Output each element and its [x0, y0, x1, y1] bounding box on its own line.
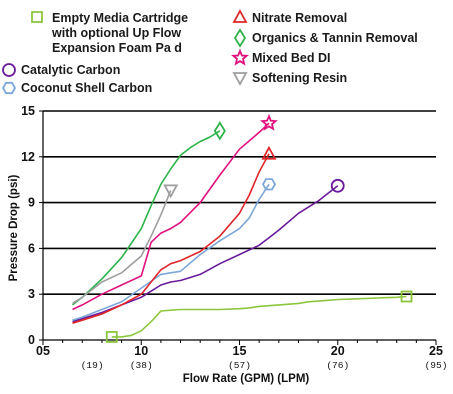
legend-item: Catalytic Carbon — [2, 63, 120, 77]
legend-item: Organics & Tannin Removal — [233, 28, 418, 48]
x-tick-label: 20 — [331, 344, 345, 358]
x-tick-label: 05 — [36, 344, 50, 358]
legend-label: Catalytic Carbon — [21, 63, 120, 77]
series-lines — [72, 122, 407, 338]
legend-item: Coconut Shell Carbon — [1, 81, 152, 95]
legend-marker-square — [31, 11, 43, 23]
series-start-marker-square — [105, 331, 118, 343]
y-tick-label: 3 — [28, 287, 35, 301]
x-tick-label: 10 — [134, 344, 148, 358]
legend-marker-circle — [2, 63, 16, 77]
x-tick-sublabel: (19) — [81, 360, 104, 371]
y-tick-label: 15 — [21, 104, 35, 118]
x-tick-sublabel: (95) — [425, 360, 448, 371]
legend-label: Mixed Bed DI — [252, 51, 331, 65]
x-axis-title: Flow Rate (GPM) (LPM) — [183, 373, 310, 385]
legend-item: Mixed Bed DI — [231, 48, 331, 66]
y-tick-label: 9 — [28, 196, 35, 210]
legend-marker-triangle-up — [232, 9, 248, 23]
legend-label: Organics & Tannin Removal — [252, 31, 418, 45]
series-line-triangle-up — [72, 153, 270, 324]
legend-label: Expansion Foam Pa d — [52, 41, 182, 55]
series-line-diamond — [72, 130, 221, 306]
gridlines — [43, 110, 436, 296]
series-line-triangle-down — [72, 190, 172, 305]
y-tick-label: 0 — [28, 333, 35, 347]
legend-marker-star — [231, 48, 249, 66]
series-line-star — [72, 122, 270, 311]
series-line-square — [111, 295, 407, 338]
y-tick-label: 12 — [21, 150, 35, 164]
series-line-circle — [72, 185, 339, 323]
series-end-marker-triangle-up — [261, 145, 277, 160]
axes: 0 3 6 9 12 15 05 10 (38) 15 (57) 20 (76) 25 (95) (19) — [21, 104, 447, 371]
legend-label: Nitrate Removal — [252, 11, 347, 25]
x-tick-sublabel: (57) — [228, 360, 251, 371]
series-end-marker-diamond — [213, 121, 226, 141]
legend-marker-hexagon — [1, 81, 17, 95]
legend-marker-triangle-down — [232, 72, 248, 86]
series-end-marker-star — [260, 113, 278, 131]
series-end-marker-hexagon — [261, 178, 277, 191]
x-tick-label: 15 — [233, 344, 247, 358]
series-end-marker-circle — [330, 178, 345, 193]
legend-label: Softening Resin — [252, 71, 347, 85]
legend-label: with optional Up Flow — [51, 26, 181, 40]
x-tick-label: 25 — [429, 344, 443, 358]
legend-item: Softening Resin — [232, 71, 347, 86]
y-axis-title: Pressure Drop (psi) — [8, 174, 20, 281]
x-tick-sublabel: (76) — [326, 360, 349, 371]
legend-marker-diamond — [233, 28, 247, 48]
series-end-marker-triangle-down — [163, 184, 179, 199]
series-markers — [105, 113, 413, 343]
y-tick-label: 6 — [28, 241, 35, 255]
legend-label: Empty Media Cartridge — [52, 11, 188, 25]
series-line-hexagon — [72, 183, 270, 321]
legend-item: Nitrate Removal — [232, 9, 347, 25]
x-tick-sublabel: (38) — [130, 360, 153, 371]
legend-label: Coconut Shell Carbon — [21, 81, 152, 95]
series-end-marker-square — [400, 290, 413, 303]
